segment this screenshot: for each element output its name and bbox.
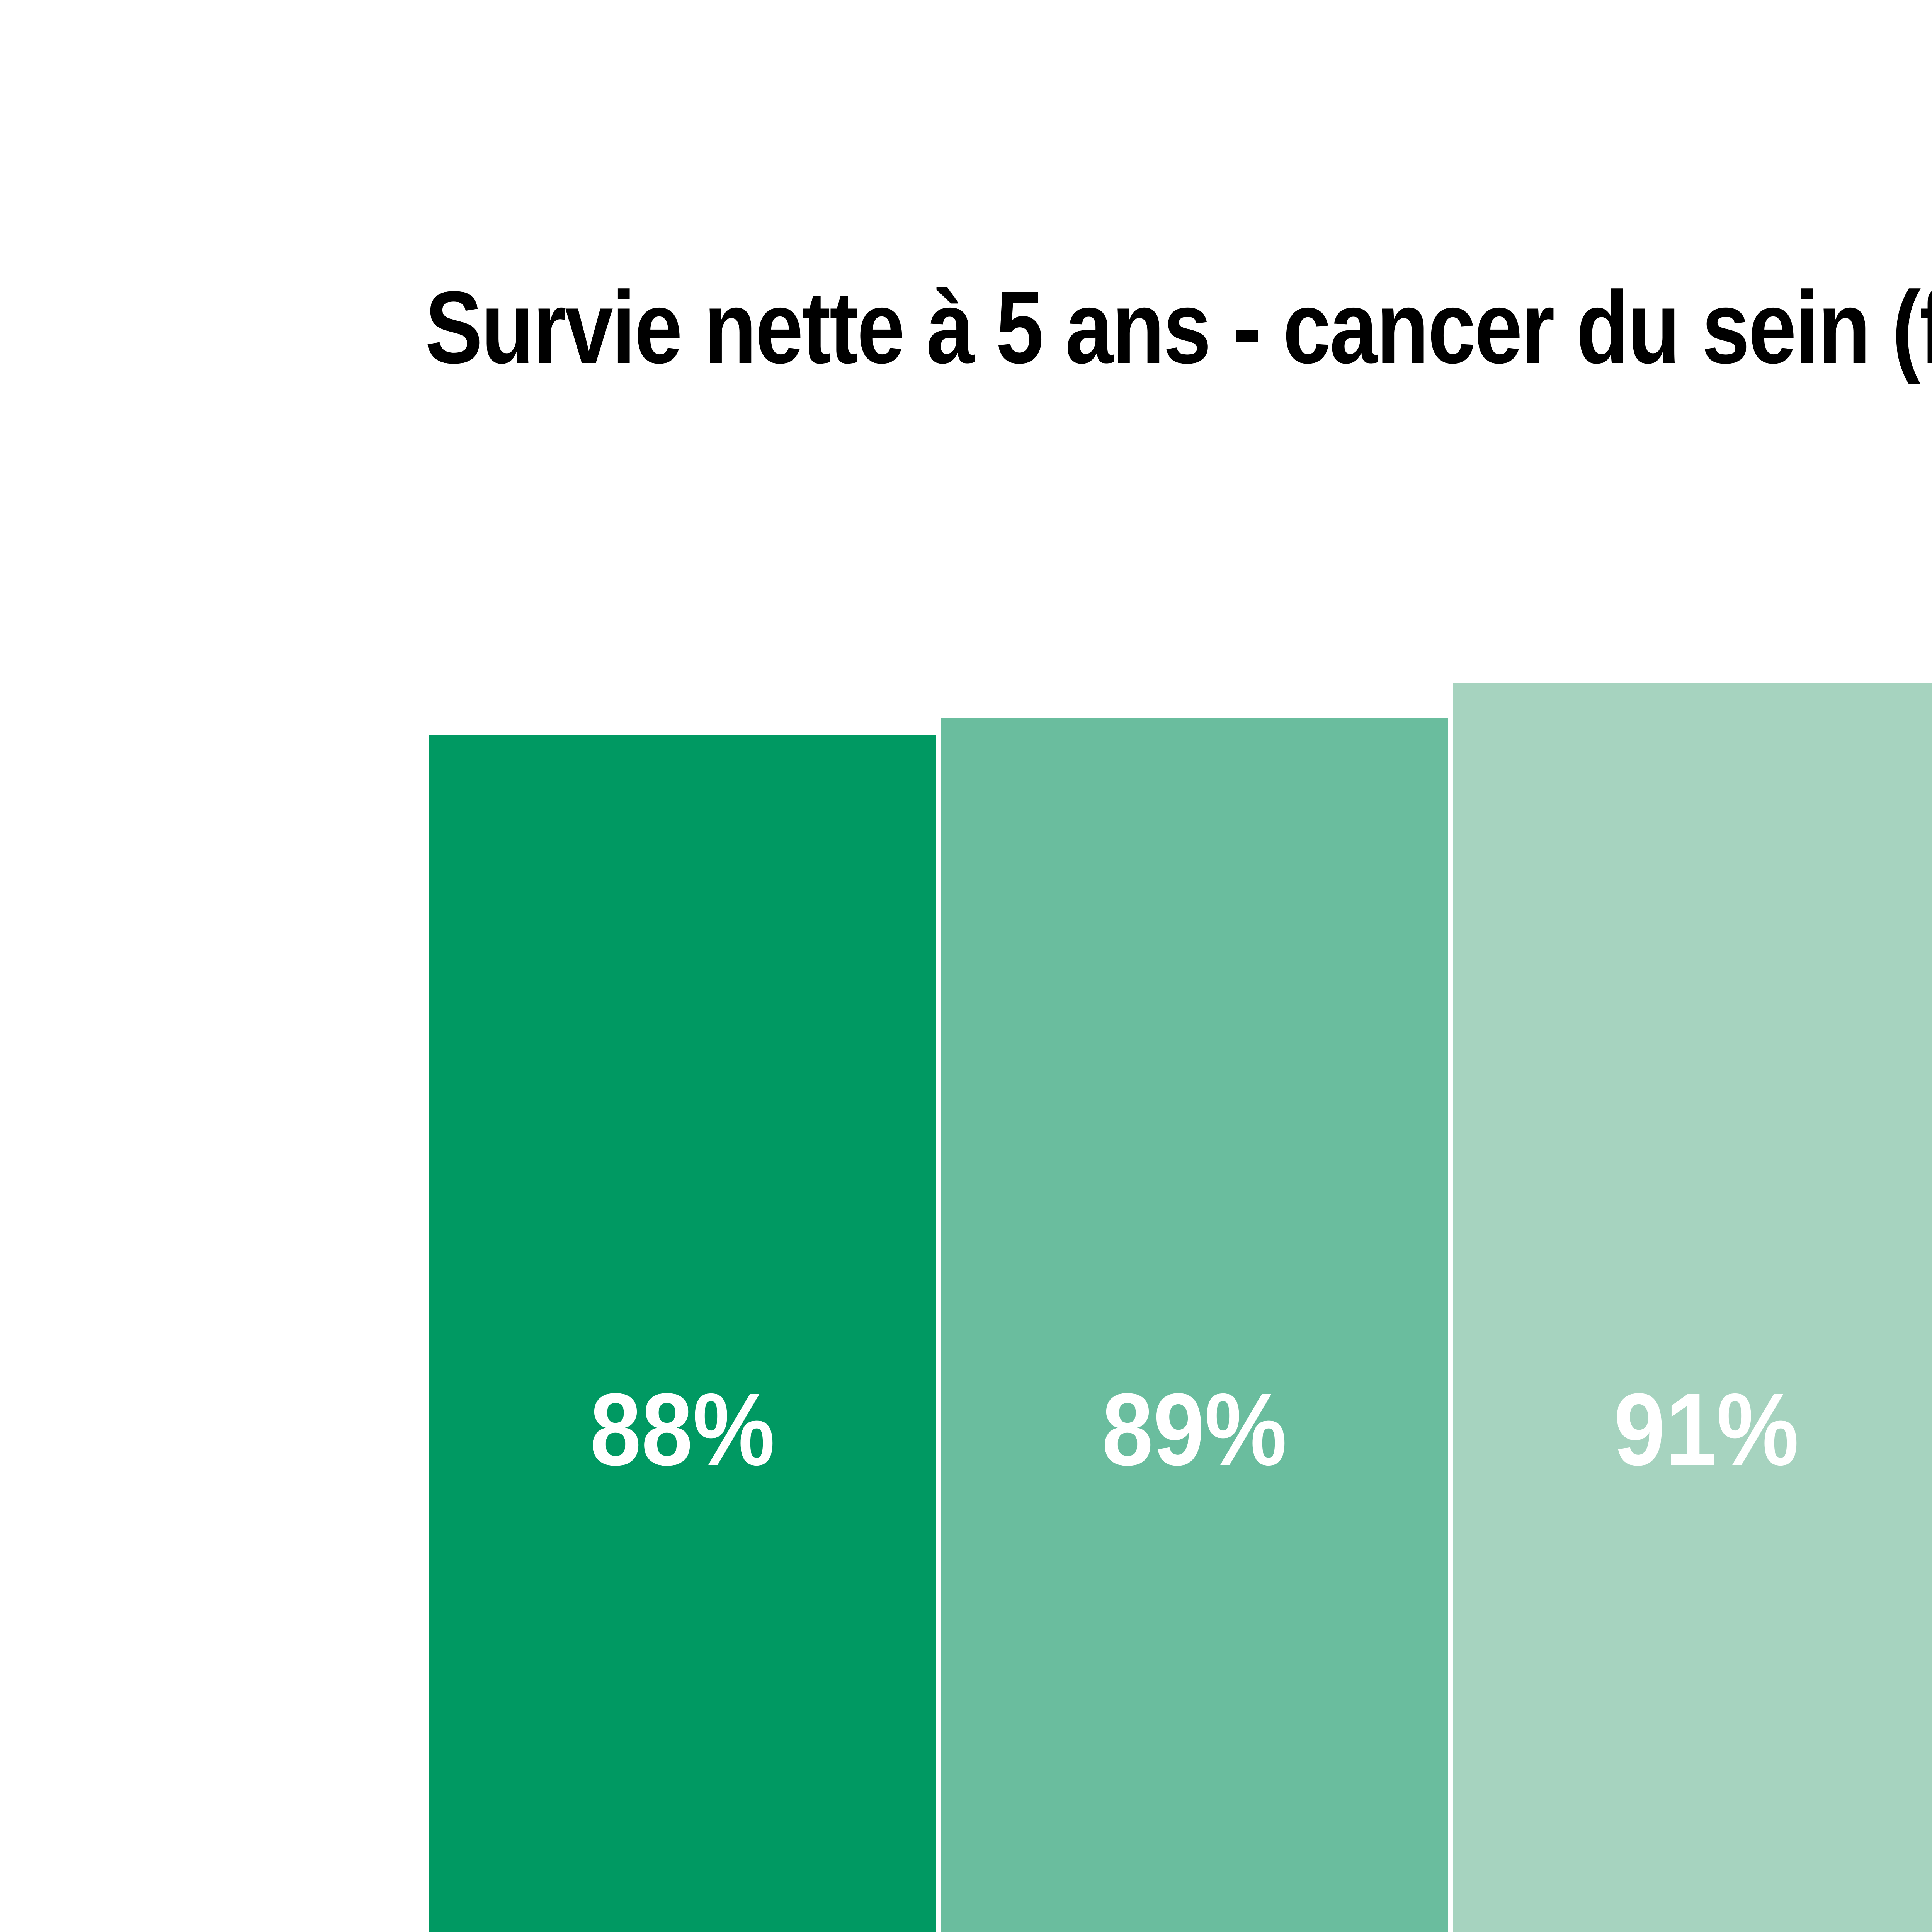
bar-value-label: 88%	[590, 1372, 775, 1487]
bar-2014-2018	[1453, 683, 1932, 1932]
bar-value-label: 89%	[1102, 1372, 1287, 1487]
chart-title: Survie nette à 5 ans - cancer du sein (f…	[425, 270, 1932, 385]
bar-value-label: 91%	[1614, 1372, 1799, 1487]
bar-2004-2008	[429, 735, 936, 1932]
bar-2009-2013	[941, 718, 1448, 1932]
